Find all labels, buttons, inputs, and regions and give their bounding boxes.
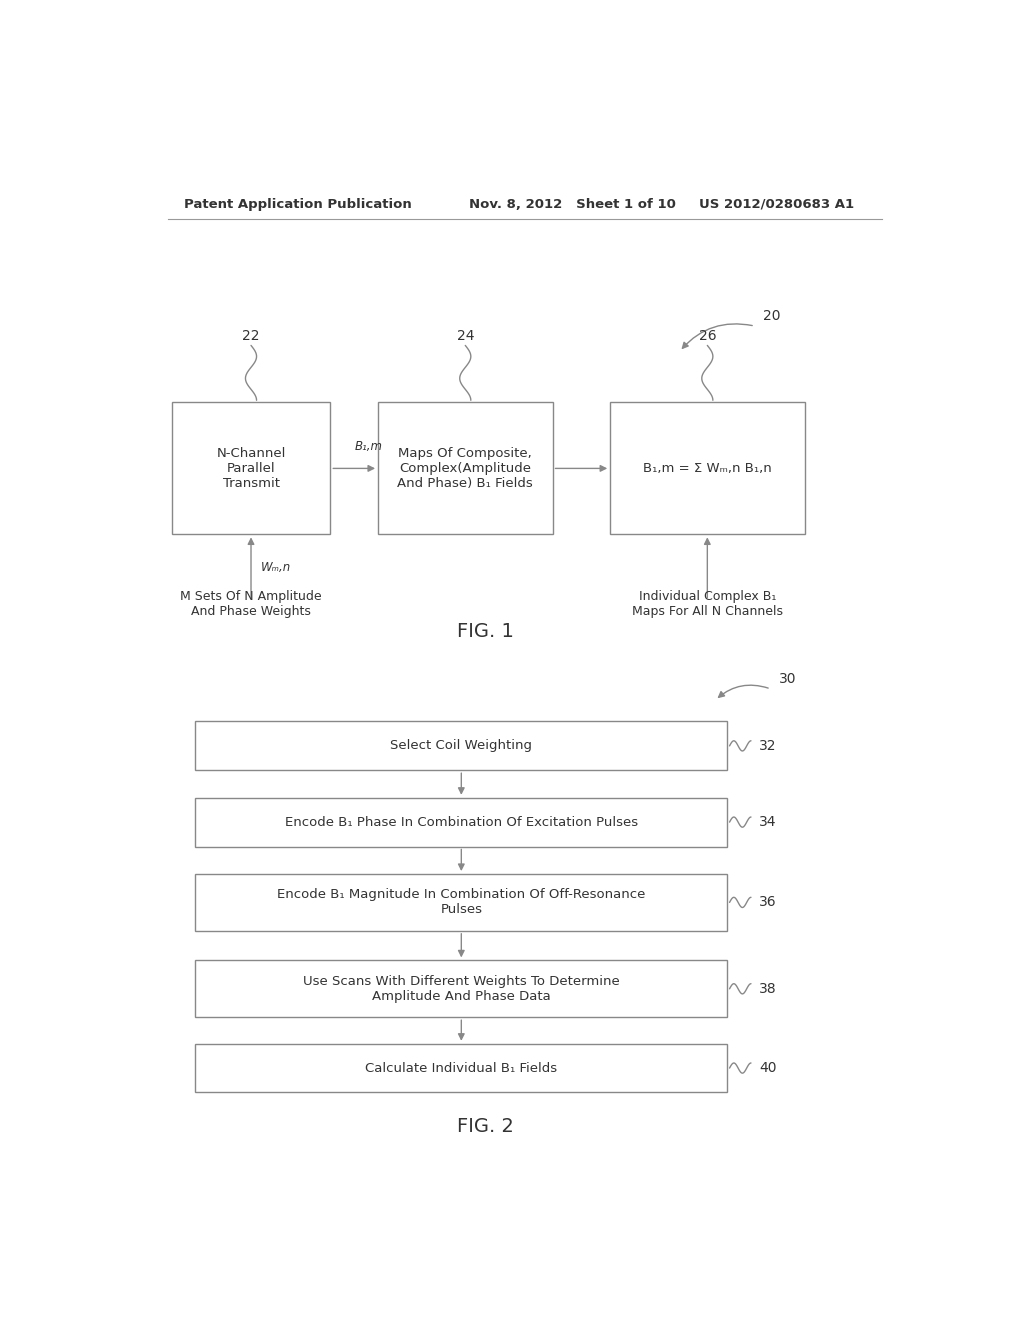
Text: 38: 38 (759, 982, 776, 995)
Text: Nov. 8, 2012   Sheet 1 of 10: Nov. 8, 2012 Sheet 1 of 10 (469, 198, 676, 211)
FancyBboxPatch shape (196, 874, 727, 931)
Text: Wₘ,n: Wₘ,n (260, 561, 291, 574)
Text: 36: 36 (759, 895, 776, 909)
Text: B₁,m = Σ Wₘ,n B₁,n: B₁,m = Σ Wₘ,n B₁,n (643, 462, 772, 475)
Text: Encode B₁ Magnitude In Combination Of Off-Resonance
Pulses: Encode B₁ Magnitude In Combination Of Of… (278, 888, 645, 916)
Text: Individual Complex B₁
Maps For All N Channels: Individual Complex B₁ Maps For All N Cha… (632, 590, 782, 618)
FancyBboxPatch shape (172, 403, 331, 535)
Text: 20: 20 (763, 309, 780, 323)
Text: FIG. 2: FIG. 2 (457, 1117, 514, 1135)
FancyBboxPatch shape (196, 797, 727, 846)
Text: 26: 26 (698, 330, 716, 343)
Text: Select Coil Weighting: Select Coil Weighting (390, 739, 532, 752)
Text: Encode B₁ Phase In Combination Of Excitation Pulses: Encode B₁ Phase In Combination Of Excita… (285, 816, 638, 829)
Text: Patent Application Publication: Patent Application Publication (183, 198, 412, 211)
Text: B₁,m: B₁,m (354, 440, 382, 453)
Text: 22: 22 (243, 330, 260, 343)
Text: FIG. 1: FIG. 1 (457, 622, 514, 640)
FancyBboxPatch shape (610, 403, 805, 535)
Text: Calculate Individual B₁ Fields: Calculate Individual B₁ Fields (366, 1061, 557, 1074)
Text: 32: 32 (759, 739, 776, 752)
Text: 24: 24 (457, 330, 474, 343)
Text: Maps Of Composite,
Complex(Amplitude
And Phase) B₁ Fields: Maps Of Composite, Complex(Amplitude And… (397, 447, 534, 490)
FancyBboxPatch shape (196, 1044, 727, 1093)
Text: 34: 34 (759, 816, 776, 829)
Text: Use Scans With Different Weights To Determine
Amplitude And Phase Data: Use Scans With Different Weights To Dete… (303, 974, 620, 1003)
Text: 40: 40 (759, 1061, 776, 1074)
FancyBboxPatch shape (378, 403, 553, 535)
Text: N-Channel
Parallel
Transmit: N-Channel Parallel Transmit (216, 447, 286, 490)
Text: 30: 30 (778, 672, 797, 686)
Text: US 2012/0280683 A1: US 2012/0280683 A1 (699, 198, 854, 211)
FancyBboxPatch shape (196, 961, 727, 1018)
FancyBboxPatch shape (196, 722, 727, 771)
Text: M Sets Of N Amplitude
And Phase Weights: M Sets Of N Amplitude And Phase Weights (180, 590, 322, 618)
